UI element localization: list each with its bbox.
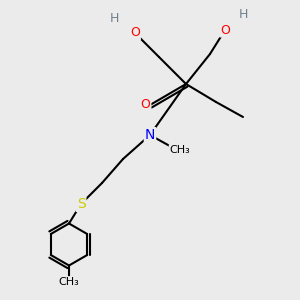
Text: H: H (238, 8, 248, 22)
Text: O: O (130, 26, 140, 40)
Text: CH₃: CH₃ (58, 277, 80, 287)
Text: CH₃: CH₃ (169, 145, 190, 155)
Text: O: O (220, 23, 230, 37)
Text: N: N (145, 128, 155, 142)
Text: S: S (76, 197, 85, 211)
Text: O: O (141, 98, 150, 112)
Text: H: H (109, 11, 119, 25)
